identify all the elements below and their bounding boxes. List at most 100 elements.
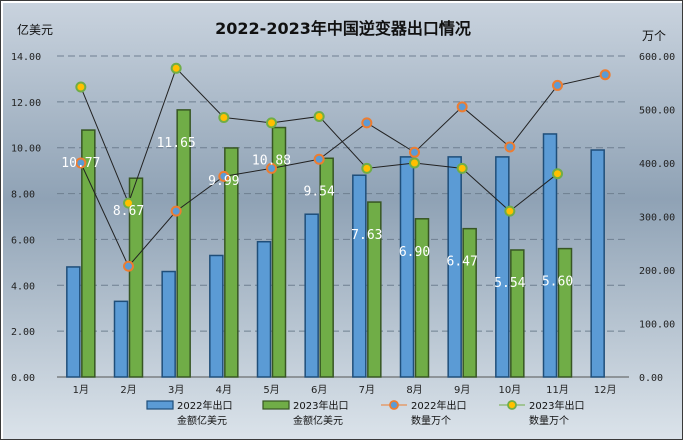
right-axis-tick-label: 400.00 — [639, 159, 675, 170]
x-axis-tick-label: 10月 — [498, 384, 521, 396]
line-point-2022 — [456, 101, 468, 113]
left-axis-tick-label: 12.00 — [11, 98, 41, 109]
data-label-2023: 5.60 — [542, 275, 573, 290]
right-axis-tick-label: 100.00 — [639, 320, 675, 331]
left-axis-tick-label: 0.00 — [11, 373, 35, 384]
line-point-2022 — [361, 117, 373, 129]
legend-swatch-bar — [262, 400, 290, 410]
x-axis-tick-label: 8月 — [406, 384, 422, 396]
left-axis-ticks: 0.00 2.00 4.00 6.00 8.00 10.00 12.00 14.00 — [11, 52, 41, 384]
x-axis-tick-label: 2月 — [120, 384, 136, 396]
bar-2023 — [224, 147, 239, 378]
legend-label-line1: 2022年出口 — [411, 399, 466, 412]
bar-2022 — [495, 156, 510, 378]
bar-2022 — [447, 156, 462, 378]
data-label-2023: 6.90 — [399, 245, 430, 260]
line-point-2023 — [75, 81, 87, 93]
data-label-2023: 9.99 — [208, 174, 239, 189]
right-axis-unit: 万个 — [642, 29, 666, 43]
bar-2022 — [161, 270, 176, 378]
x-axis-tick-label: 12月 — [594, 384, 617, 396]
left-axis-tick-label: 4.00 — [11, 281, 35, 292]
line-point-2023 — [504, 205, 516, 217]
bar-2022 — [113, 300, 129, 378]
line-point-2023 — [218, 112, 230, 124]
legend-label-line2: 金额亿美元 — [177, 414, 227, 427]
line-point-2023 — [552, 168, 563, 180]
line-point-2023 — [170, 62, 182, 74]
bar-2023 — [81, 129, 96, 378]
bar-2023 — [176, 109, 191, 378]
right-axis-tick-label: 0.00 — [639, 373, 663, 384]
x-axis-tick-label: 3月 — [168, 384, 184, 396]
x-axis-tick-label: 4月 — [216, 384, 232, 396]
data-label-2023: 8.67 — [113, 204, 144, 219]
bar-2022 — [590, 149, 605, 378]
bar-2022 — [352, 174, 367, 378]
right-axis-tick-label: 200.00 — [639, 266, 675, 277]
right-axis-tick-label: 300.00 — [639, 213, 675, 224]
legend-swatch-marker — [507, 400, 517, 410]
bar-2022 — [399, 156, 415, 378]
bar-2022 — [256, 240, 272, 378]
left-axis-unit: 亿美元 — [17, 22, 53, 37]
line-point-2023 — [123, 197, 134, 209]
bar-2023 — [319, 157, 334, 378]
bar-2023 — [367, 201, 382, 378]
x-axis-tick-label: 6月 — [311, 384, 327, 396]
chart-background — [3, 3, 682, 439]
right-axis-tick-label: 500.00 — [639, 106, 675, 117]
line-point-2022 — [313, 153, 325, 165]
legend-label-line1: 2023年出口 — [529, 399, 584, 412]
left-axis-tick-label: 10.00 — [11, 144, 41, 155]
legend-label-line2: 数量万个 — [411, 414, 451, 427]
bar-2022 — [304, 213, 319, 378]
line-point-2022 — [409, 146, 420, 158]
bar-2023 — [128, 177, 144, 378]
legend-swatch-bar — [146, 400, 174, 410]
line-series — [75, 62, 611, 272]
x-axis-tick-label: 7月 — [359, 384, 375, 396]
data-label-2023: 6.47 — [447, 255, 478, 270]
x-axis-tick-label: 9月 — [454, 384, 470, 396]
line-point-2022 — [552, 79, 563, 91]
bar-series — [66, 109, 605, 378]
x-axis-ticks: 1月 2月 3月 4月 5月 6月 7月 8月 9月 10月 11月 12月 — [73, 384, 617, 396]
data-label-2023: 11.65 — [157, 136, 196, 151]
legend-label-line1: 2022年出口 — [177, 399, 232, 412]
line-2022 — [80, 74, 606, 268]
line-point-2023 — [266, 117, 277, 129]
line-point-2023 — [456, 162, 468, 174]
bar-2023 — [271, 126, 287, 378]
line-point-2022 — [599, 69, 611, 81]
left-axis-tick-label: 2.00 — [11, 327, 35, 338]
right-axis-ticks: 0.00 100.00 200.00 300.00 400.00 500.00 600.00 — [639, 52, 675, 384]
data-labels: 10.77 8.67 11.65 9.99 10.88 9.54 7.63 6.90 6.47 5… — [61, 136, 573, 291]
data-label-2023: 5.54 — [494, 276, 525, 291]
left-axis-tick-label: 6.00 — [11, 235, 35, 246]
line-point-2022 — [266, 162, 277, 174]
legend-label-line1: 2023年出口 — [293, 399, 348, 412]
bar-2022 — [66, 266, 81, 378]
legend-label-line2: 金额亿美元 — [293, 414, 343, 427]
gridlines — [57, 55, 629, 378]
data-label-2023: 10.77 — [61, 156, 100, 171]
line-point-2023 — [361, 162, 373, 174]
line-point-2022 — [123, 260, 134, 272]
x-axis-tick-label: 5月 — [263, 384, 279, 396]
chart-title: 2022-2023年中国逆变器出口情况 — [215, 19, 471, 38]
x-axis-tick-label: 11月 — [546, 384, 569, 396]
left-axis-tick-label: 8.00 — [11, 190, 35, 201]
right-axis-tick-label: 600.00 — [639, 52, 675, 63]
bar-2022 — [542, 133, 558, 378]
x-axis-tick-label: 1月 — [73, 384, 89, 396]
bar-2022 — [209, 254, 224, 378]
bar-2023 — [557, 247, 573, 378]
data-label-2023: 7.63 — [351, 228, 382, 243]
legend-swatch-marker — [389, 400, 399, 410]
line-point-2022 — [75, 157, 87, 169]
bar-2023 — [510, 249, 525, 378]
